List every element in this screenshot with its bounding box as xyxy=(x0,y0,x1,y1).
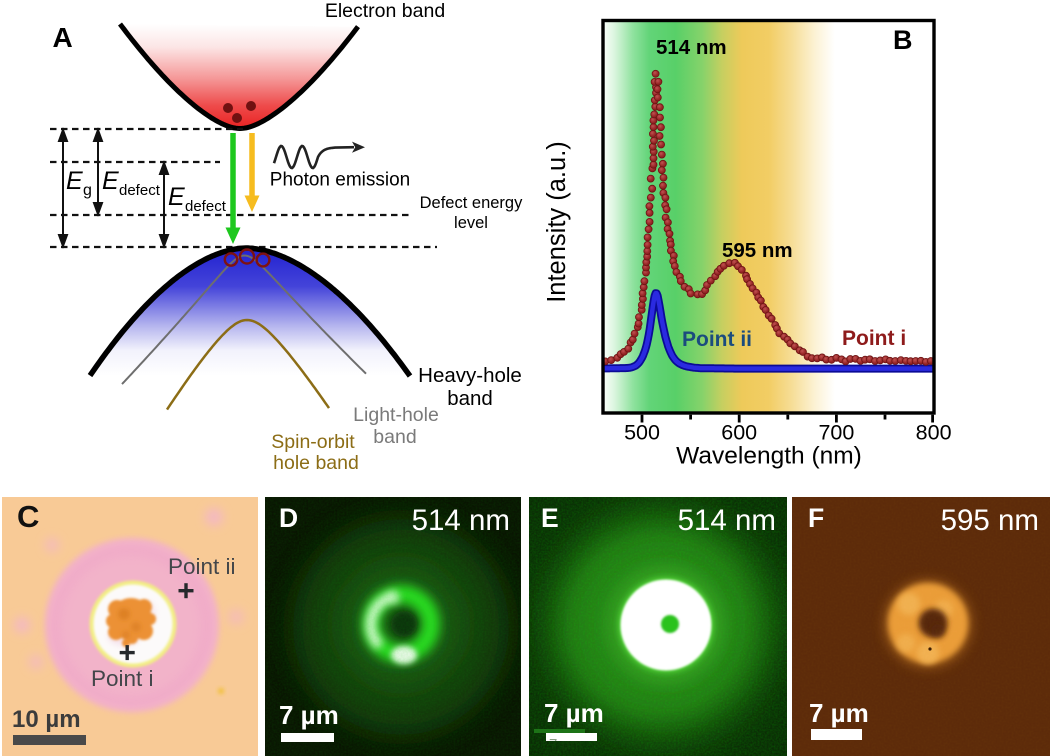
svg-text:514 nm: 514 nm xyxy=(412,504,510,537)
svg-text:A: A xyxy=(53,22,73,53)
svg-text:Photon emission: Photon emission xyxy=(270,170,410,191)
svg-text:Defect energy: Defect energy xyxy=(420,194,523,212)
svg-text:600: 600 xyxy=(721,421,757,445)
svg-text:B: B xyxy=(893,25,913,55)
svg-text:defect: defect xyxy=(119,182,161,199)
svg-text:800: 800 xyxy=(916,421,952,445)
svg-text:7 µm: 7 µm xyxy=(279,700,339,730)
svg-text:F: F xyxy=(808,503,824,533)
svg-text:Wavelength (nm): Wavelength (nm) xyxy=(676,443,862,470)
svg-text:defect: defect xyxy=(185,198,227,215)
svg-text:Point i: Point i xyxy=(91,666,154,691)
svg-text:level: level xyxy=(454,214,488,232)
svg-text:E: E xyxy=(541,503,559,533)
svg-text:C: C xyxy=(17,499,39,534)
svg-text:Point ii: Point ii xyxy=(168,554,236,579)
svg-text:7 µm: 7 µm xyxy=(544,698,604,728)
svg-text:Point i: Point i xyxy=(842,327,906,350)
svg-text:E: E xyxy=(102,167,119,195)
svg-text:7 µm: 7 µm xyxy=(809,698,869,728)
svg-text:700: 700 xyxy=(818,421,854,445)
svg-text:500: 500 xyxy=(624,421,660,445)
svg-text:Point ii: Point ii xyxy=(682,328,752,351)
svg-text:band: band xyxy=(373,426,416,448)
svg-text:Spin-orbit: Spin-orbit xyxy=(271,431,355,453)
svg-text:Heavy-hole: Heavy-hole xyxy=(418,364,522,387)
svg-text:hole band: hole band xyxy=(273,452,359,474)
svg-text:g: g xyxy=(83,182,92,199)
svg-text:Intensity (a.u.): Intensity (a.u.) xyxy=(543,141,571,303)
svg-text:E: E xyxy=(66,167,83,195)
svg-text:Light-hole: Light-hole xyxy=(353,404,439,426)
svg-text:514 nm: 514 nm xyxy=(678,504,776,537)
svg-text:10 µm: 10 µm xyxy=(12,706,81,733)
svg-text:band: band xyxy=(447,387,493,410)
svg-text:D: D xyxy=(279,503,298,533)
svg-text:Electron band: Electron band xyxy=(325,0,445,22)
svg-text:E: E xyxy=(168,183,185,211)
svg-text:595 nm: 595 nm xyxy=(722,239,793,262)
svg-text:595 nm: 595 nm xyxy=(941,504,1039,537)
svg-text:7 µm: 7 µm xyxy=(549,736,583,753)
svg-text:514 nm: 514 nm xyxy=(656,36,727,59)
